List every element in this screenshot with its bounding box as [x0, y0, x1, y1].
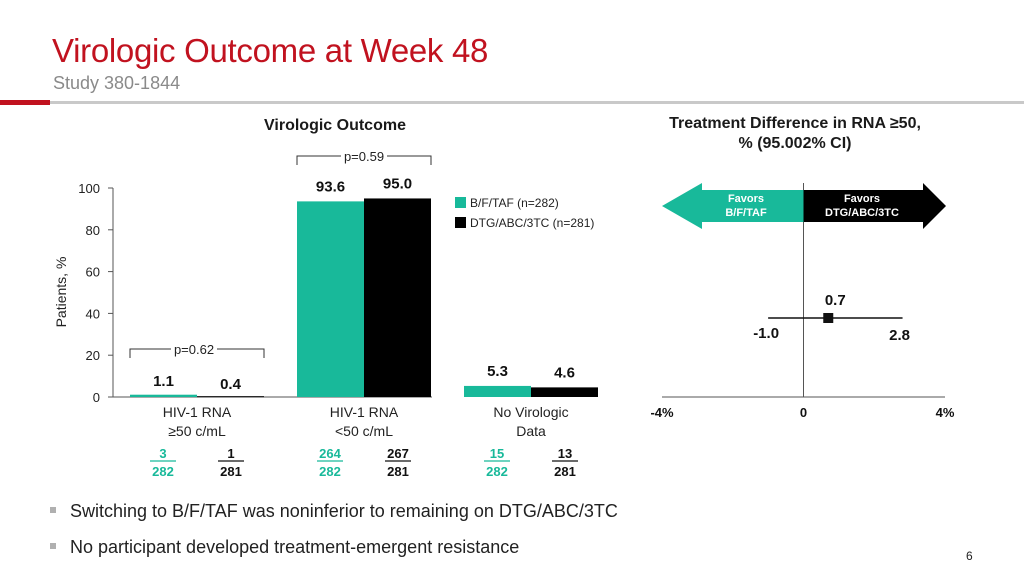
p-value-label: p=0.62 [174, 342, 214, 357]
forest-x-tick-label: 4% [936, 405, 955, 420]
favors-bftaf-label: B/F/TAF [725, 207, 767, 219]
count-denominator: 281 [554, 464, 576, 479]
forest-x-tick-label: -4% [650, 405, 674, 420]
slide-subtitle: Study 380-1844 [53, 73, 181, 93]
bar-dtg [197, 396, 264, 398]
bullet-item: Switching to B/F/TAF was noninferior to … [50, 501, 618, 522]
ci-upper-label: 2.8 [889, 327, 910, 344]
y-tick-label: 60 [86, 265, 100, 280]
bar-dtg [531, 387, 598, 397]
count-numerator: 3 [159, 446, 166, 461]
legend-label: DTG/ABC/3TC (n=281) [470, 216, 594, 230]
title-divider [50, 101, 1024, 104]
x-category-label: No Virologic [493, 404, 568, 420]
bar-value-label: 95.0 [383, 175, 412, 192]
x-category-label: ≥50 c/mL [168, 423, 226, 439]
bar-bftaf [130, 394, 197, 397]
bar-value-label: 1.1 [153, 373, 174, 390]
y-axis-label: Patients, % [53, 257, 69, 328]
favors-dtg-label: DTG/ABC/3TC [825, 207, 899, 219]
bar-chart-title: Virologic Outcome [264, 117, 406, 134]
bar-bftaf [464, 385, 531, 397]
y-tick-label: 0 [93, 390, 100, 405]
forest-plot-title: Treatment Difference in RNA ≥50, % (95.0… [600, 114, 990, 154]
legend-swatch [455, 217, 466, 228]
count-numerator: 267 [387, 446, 409, 461]
bar-value-label: 5.3 [487, 363, 508, 380]
count-denominator: 282 [486, 464, 508, 479]
count-numerator: 264 [319, 446, 341, 461]
bullet-marker [50, 507, 56, 514]
point-estimate-label: 0.7 [825, 292, 846, 309]
count-denominator: 281 [220, 464, 242, 479]
bar-value-label: 0.4 [220, 376, 242, 393]
p-value-label-bg [171, 341, 217, 357]
bullet-item: No participant developed treatment-emerg… [50, 537, 519, 558]
slide-title: Virologic Outcome at Week 48 [52, 32, 489, 69]
count-numerator: 1 [227, 446, 234, 461]
y-tick-label: 40 [86, 306, 100, 321]
bar-bftaf [297, 201, 364, 397]
count-denominator: 281 [387, 464, 409, 479]
bullet-marker [50, 543, 56, 550]
count-numerator: 15 [490, 446, 504, 461]
legend-label: B/F/TAF (n=282) [470, 196, 559, 210]
count-numerator: 13 [558, 446, 572, 461]
x-category-label: Data [516, 423, 546, 439]
p-value-label: p=0.59 [344, 149, 384, 164]
page-number: 6 [966, 549, 973, 563]
bullet-text: No participant developed treatment-emerg… [70, 537, 520, 557]
p-value-label-bg [341, 148, 387, 164]
bullet-text: Switching to B/F/TAF was noninferior to … [70, 501, 618, 521]
legend-swatch [455, 197, 466, 208]
bar-dtg [364, 198, 431, 397]
x-category-label: HIV-1 RNA [163, 404, 232, 420]
x-category-label: HIV-1 RNA [330, 404, 399, 420]
forest-x-tick-label: 0 [800, 405, 807, 420]
title-accent-rule [0, 100, 50, 105]
favors-dtg-arrow [803, 183, 946, 229]
bar-value-label: 4.6 [554, 364, 575, 381]
forest-plot-title-line2: % (95.002% CI) [738, 135, 852, 152]
count-denominator: 282 [152, 464, 174, 479]
y-tick-label: 80 [86, 223, 100, 238]
favors-dtg-label: Favors [844, 193, 880, 205]
ci-lower-label: -1.0 [753, 325, 779, 342]
point-estimate-marker [823, 313, 834, 323]
favors-bftaf-label: Favors [728, 193, 764, 205]
favors-bftaf-arrow [662, 183, 804, 229]
bar-value-label: 93.6 [316, 178, 345, 195]
forest-plot-title-line1: Treatment Difference in RNA ≥50, [669, 115, 921, 132]
x-category-label: <50 c/mL [335, 423, 393, 439]
count-denominator: 282 [319, 464, 341, 479]
y-tick-label: 20 [86, 348, 100, 363]
y-tick-label: 100 [78, 181, 100, 196]
